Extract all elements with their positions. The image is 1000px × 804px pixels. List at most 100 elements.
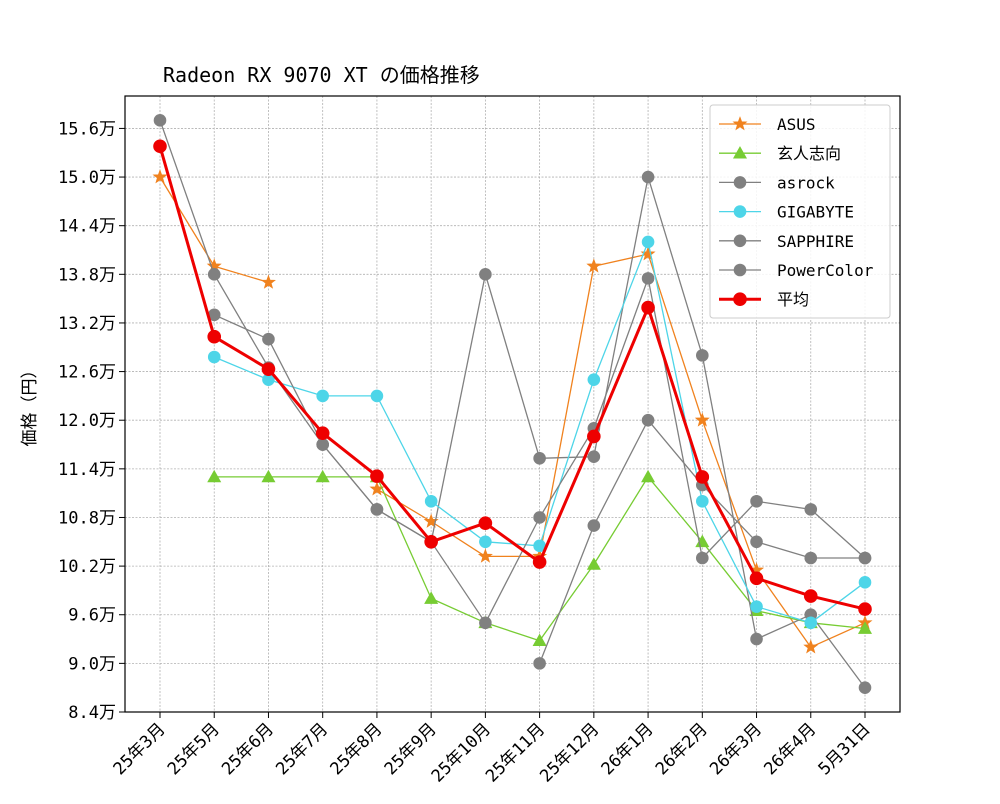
data-point: [207, 469, 222, 483]
data-point: [641, 469, 656, 483]
data-point: [586, 258, 602, 273]
data-point: [587, 429, 601, 444]
data-point: [749, 571, 764, 586]
y-tick-label: 9.0万: [68, 654, 116, 674]
data-point: [587, 450, 601, 463]
legend-marker: [733, 176, 747, 189]
data-point: [479, 535, 492, 549]
legend-label: 平均: [777, 290, 809, 309]
legend-item: ASUS: [719, 115, 816, 134]
data-point: [316, 438, 329, 451]
legend: ASUS 玄人志向 asrock GIGABYTE SAPPHIRE PowerColor…: [709, 104, 891, 319]
y-tick-label: 13.2万: [58, 314, 116, 334]
series-PowerColor: [533, 413, 872, 670]
data-point: [315, 469, 330, 483]
y-tick-label: 14.4万: [58, 217, 116, 237]
data-point: [424, 534, 438, 549]
data-point: [532, 555, 547, 569]
data-point: [858, 602, 872, 616]
legend-label: ASUS: [777, 115, 816, 134]
y-tick-label: 8.4万: [68, 703, 116, 723]
data-point: [750, 494, 763, 508]
legend-item: SAPPHIRE: [719, 232, 854, 251]
series-line: [376, 253, 866, 648]
y-tick-label: 11.4万: [58, 460, 116, 480]
data-point: [260, 274, 276, 289]
legend-item: PowerColor: [719, 261, 874, 280]
grid-lines: [125, 96, 900, 713]
legend-label: 玄人志向: [777, 144, 841, 163]
legend-item: 玄人志向: [719, 144, 841, 163]
data-point: [370, 389, 384, 403]
data-point: [477, 548, 493, 563]
data-point: [694, 412, 710, 427]
data-point: [803, 639, 819, 654]
legend-label: GIGABYTE: [777, 203, 854, 222]
data-point: [261, 469, 276, 483]
legend-box: [709, 104, 891, 319]
y-tick-label: 15.0万: [58, 168, 116, 188]
legend-item: 平均: [719, 290, 809, 309]
y-tick-label: 12.6万: [58, 363, 116, 383]
data-point: [370, 503, 384, 516]
data-point: [424, 494, 438, 508]
legend-marker: [732, 116, 748, 131]
data-point: [261, 362, 276, 376]
plot-frame: [124, 95, 901, 713]
data-point: [586, 557, 601, 570]
legend-marker: [733, 205, 747, 218]
y-tick-label: 9.6万: [68, 606, 116, 626]
data-point: [750, 632, 763, 646]
y-tick-label: 12.0万: [58, 411, 116, 431]
legend-marker: [733, 234, 747, 248]
data-point: [640, 246, 656, 261]
data-point: [641, 272, 655, 285]
series-平均: [153, 139, 872, 616]
data-point: [533, 657, 546, 670]
data-point: [207, 350, 221, 364]
legend-item: asrock: [719, 173, 835, 192]
legend-marker: [733, 263, 747, 277]
data-point: [587, 373, 601, 386]
series-line: [158, 145, 866, 611]
data-point: [803, 589, 818, 603]
y-tick-label: 15.6万: [58, 119, 116, 139]
data-point: [641, 235, 655, 249]
data-point: [804, 616, 818, 630]
data-point: [532, 633, 547, 646]
data-point: [641, 413, 655, 427]
data-point: [750, 535, 763, 549]
legend-label: PowerColor: [777, 261, 874, 280]
data-point: [804, 503, 818, 516]
data-point: [750, 600, 763, 613]
data-point: [696, 494, 709, 508]
data-point: [641, 300, 655, 315]
data-point: [641, 170, 655, 184]
legend-label: asrock: [777, 173, 835, 192]
data-point: [857, 621, 873, 634]
series-lines: [152, 114, 873, 694]
data-point: [370, 469, 384, 483]
data-point: [696, 349, 709, 362]
data-point: [315, 426, 330, 440]
data-point: [152, 169, 168, 184]
legend-marker: [733, 292, 747, 307]
data-point: [858, 681, 872, 694]
data-point: [858, 551, 872, 565]
data-point: [316, 389, 329, 403]
chart-title: Radeon RX 9070 XT の価格推移: [163, 63, 480, 87]
legend-label: SAPPHIRE: [777, 232, 854, 251]
data-point: [533, 452, 546, 465]
data-point: [478, 516, 493, 530]
y-tick-label: 13.8万: [58, 265, 116, 285]
y-axis-label: 価格（円）: [20, 362, 40, 447]
data-point: [207, 329, 222, 344]
data-point: [587, 519, 601, 532]
series-GIGABYTE: [207, 235, 872, 630]
data-point: [262, 332, 275, 346]
y-tick-label: 10.2万: [58, 557, 116, 577]
data-point: [153, 139, 167, 154]
y-tick-label: 10.8万: [58, 508, 116, 528]
